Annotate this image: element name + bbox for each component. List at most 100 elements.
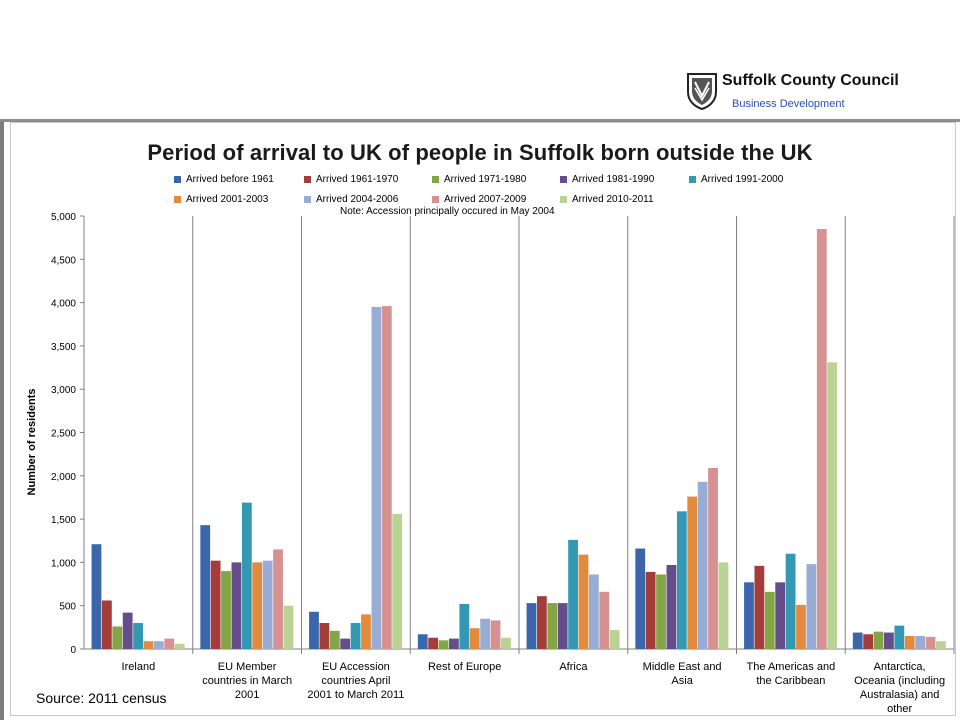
- category-label: countries April: [321, 675, 390, 687]
- bar: [536, 596, 547, 649]
- y-tick-label: 500: [59, 602, 76, 613]
- legend-item: Arrived 1991-2000: [689, 174, 783, 185]
- bar: [687, 496, 698, 649]
- bar: [904, 636, 915, 649]
- bar: [708, 468, 718, 649]
- bar: [635, 548, 646, 649]
- bar: [91, 544, 102, 649]
- bar: [319, 623, 330, 649]
- bar: [676, 511, 687, 649]
- y-tick-label: 3,000: [51, 385, 76, 396]
- category-label: 2001 to March 2011: [307, 689, 404, 701]
- bar: [231, 562, 242, 649]
- legend-label: Arrived 1991-2000: [701, 174, 784, 185]
- category-label: The Americas and: [747, 661, 836, 673]
- bar: [785, 553, 796, 649]
- category-label: 2001: [235, 689, 259, 701]
- bar: [816, 228, 827, 650]
- y-tick-label: 3,500: [51, 342, 76, 353]
- bar: [392, 513, 403, 649]
- category-label: EU Member: [218, 661, 277, 673]
- bar: [241, 502, 252, 649]
- bar: [827, 362, 838, 649]
- bar: [873, 631, 884, 649]
- y-tick-label: 2,000: [51, 472, 76, 483]
- category-label: Africa: [559, 661, 588, 673]
- bar: [852, 632, 863, 649]
- legend-item: Arrived 1971-1980: [432, 174, 526, 185]
- legend-item: Arrived before 1961: [174, 174, 274, 185]
- bar: [210, 560, 221, 649]
- bar: [609, 629, 620, 649]
- bar: [718, 562, 729, 649]
- bar: [501, 637, 511, 649]
- bar: [221, 571, 231, 649]
- chart-border: [10, 122, 956, 716]
- legend-swatch: [304, 175, 311, 183]
- bar: [480, 618, 491, 649]
- legend-item: Arrived 2010-2011: [560, 194, 654, 205]
- legend-swatch: [174, 195, 181, 203]
- chart-title: Period of arrival to UK of people in Suf…: [147, 140, 813, 165]
- bar: [133, 623, 143, 649]
- chart-note: Note: Accession principally occured in M…: [340, 206, 555, 217]
- legend-item: Arrived 2004-2006: [304, 194, 398, 205]
- bar: [557, 603, 568, 649]
- legend-swatch: [174, 175, 181, 183]
- category-label: Rest of Europe: [428, 661, 501, 673]
- y-tick-label: 2,500: [51, 429, 76, 440]
- crest-icon: [687, 73, 717, 110]
- bar: [568, 539, 578, 649]
- bar: [381, 306, 392, 649]
- bar: [764, 591, 775, 649]
- legend-item: Arrived 1961-1970: [304, 174, 398, 185]
- category-label: Middle East and: [643, 661, 722, 673]
- bar: [200, 525, 211, 649]
- bar: [417, 634, 428, 649]
- y-tick-label: 5,000: [51, 212, 76, 223]
- legend-label: Arrived 2007-2009: [444, 194, 527, 205]
- bar: [101, 600, 112, 649]
- category-label: EU Accession: [322, 661, 390, 673]
- bar: [775, 582, 786, 649]
- bar: [112, 626, 123, 649]
- category-label: other: [887, 703, 912, 715]
- legend-swatch: [560, 175, 567, 183]
- bar: [469, 628, 480, 649]
- bar: [925, 636, 936, 649]
- legend-label: Arrived 1971-1980: [444, 174, 527, 185]
- legend-item: Arrived 1981-1990: [560, 174, 654, 185]
- bar: [371, 306, 382, 649]
- bar: [884, 632, 894, 649]
- bar: [806, 564, 817, 649]
- bar: [273, 549, 283, 649]
- bar: [340, 638, 351, 649]
- bar: [547, 603, 558, 649]
- bar: [645, 571, 656, 649]
- bar: [164, 638, 175, 649]
- council-logo: Suffolk County Council Business Developm…: [686, 72, 906, 114]
- y-tick-label: 4,500: [51, 255, 76, 266]
- bar: [174, 643, 185, 649]
- bar: [283, 605, 294, 649]
- category-label: Australasia) and: [860, 689, 940, 701]
- legend-label: Arrived 2004-2006: [316, 194, 399, 205]
- bar: [578, 554, 589, 649]
- org-subtitle: Business Development: [732, 98, 845, 110]
- legend-label: Arrived 1961-1970: [316, 174, 399, 185]
- header-divider: [0, 119, 960, 122]
- bar: [796, 604, 806, 649]
- y-tick-label: 0: [70, 645, 76, 656]
- legend-label: Arrived 1981-1990: [572, 174, 655, 185]
- category-label: countries in March: [202, 675, 292, 687]
- legend-swatch: [432, 195, 439, 203]
- bar: [143, 641, 154, 649]
- bar: [262, 560, 273, 649]
- bar: [863, 634, 874, 649]
- category-label: Ireland: [122, 661, 156, 673]
- bar: [438, 640, 449, 649]
- bar: [350, 623, 361, 649]
- bar: [153, 641, 164, 649]
- category-label: Antarctica,: [874, 661, 926, 673]
